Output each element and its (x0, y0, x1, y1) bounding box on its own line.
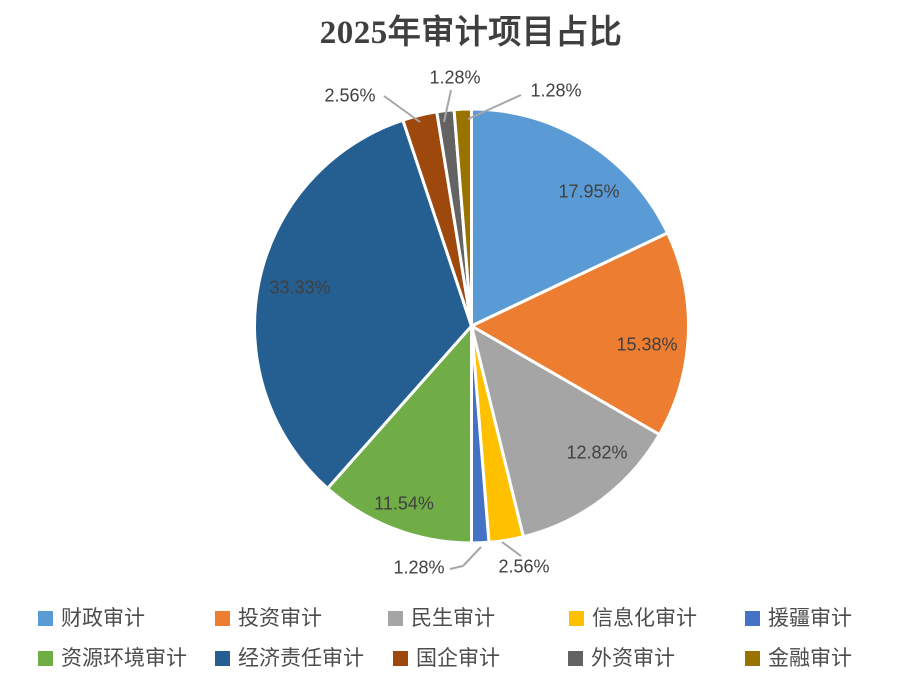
data-label: 1.28% (429, 67, 480, 87)
legend-item-5[interactable]: 援疆审计 (745, 604, 852, 632)
legend-swatch (38, 650, 53, 666)
legend-label: 投资审计 (238, 606, 322, 630)
pie-slice-6[interactable] (326, 324, 473, 545)
legend-item-7[interactable]: 经济责任审计 (215, 644, 364, 672)
pie-slice-10[interactable] (452, 107, 473, 328)
leader-line (443, 89, 452, 123)
legend-label: 民生审计 (411, 606, 495, 630)
legend-label: 国企审计 (416, 646, 500, 670)
legend-item-3[interactable]: 民生审计 (388, 604, 495, 632)
legend-label: 资源环境审计 (61, 646, 187, 670)
data-label: 2.56% (324, 85, 375, 105)
pie-slice-7[interactable] (253, 118, 473, 490)
legend-label: 金融审计 (768, 646, 852, 670)
data-label: 12.82% (566, 442, 627, 462)
legend-swatch (388, 610, 403, 626)
legend-label: 外资审计 (591, 646, 675, 670)
legend-label: 财政审计 (61, 606, 145, 630)
pie-slice-1[interactable] (470, 107, 670, 328)
legend-item-8[interactable]: 国企审计 (393, 644, 500, 672)
data-label: 2.56% (498, 556, 549, 576)
legend-item-1[interactable]: 财政审计 (38, 604, 145, 632)
legend-item-9[interactable]: 外资审计 (568, 644, 675, 672)
pie-slice-2[interactable] (470, 231, 690, 437)
pie-slice-3[interactable] (470, 324, 661, 539)
legend-item-6[interactable]: 资源环境审计 (38, 644, 187, 672)
legend-swatch (393, 650, 408, 666)
leader-line (449, 546, 482, 570)
legend-item-2[interactable]: 投资审计 (215, 604, 322, 632)
data-label: 33.33% (269, 277, 330, 297)
legend-label: 援疆审计 (768, 606, 852, 630)
legend-swatch (568, 650, 583, 666)
leader-line (383, 95, 421, 123)
legend-item-4[interactable]: 信息化审计 (569, 604, 697, 632)
leader-line (467, 94, 522, 120)
legend-swatch (745, 650, 760, 666)
legend-label: 经济责任审计 (238, 646, 364, 670)
leader-line (501, 541, 522, 557)
data-label: 1.28% (530, 80, 581, 100)
data-label: 11.54% (374, 493, 434, 513)
legend-swatch (745, 610, 760, 626)
legend-swatch (215, 610, 230, 626)
data-label: 17.95% (558, 181, 619, 201)
legend-swatch (38, 610, 53, 626)
legend-item-10[interactable]: 金融审计 (745, 644, 852, 672)
data-label: 1.28% (393, 557, 444, 577)
chart-title: 2025年审计项目占比 (319, 15, 623, 51)
legend-label: 信息化审计 (592, 606, 697, 630)
legend-swatch (215, 650, 230, 666)
data-label: 15.38% (616, 334, 677, 354)
legend-swatch (569, 610, 584, 626)
